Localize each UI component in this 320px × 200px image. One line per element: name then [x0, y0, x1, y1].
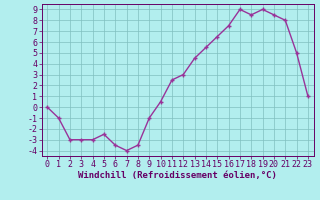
X-axis label: Windchill (Refroidissement éolien,°C): Windchill (Refroidissement éolien,°C): [78, 171, 277, 180]
